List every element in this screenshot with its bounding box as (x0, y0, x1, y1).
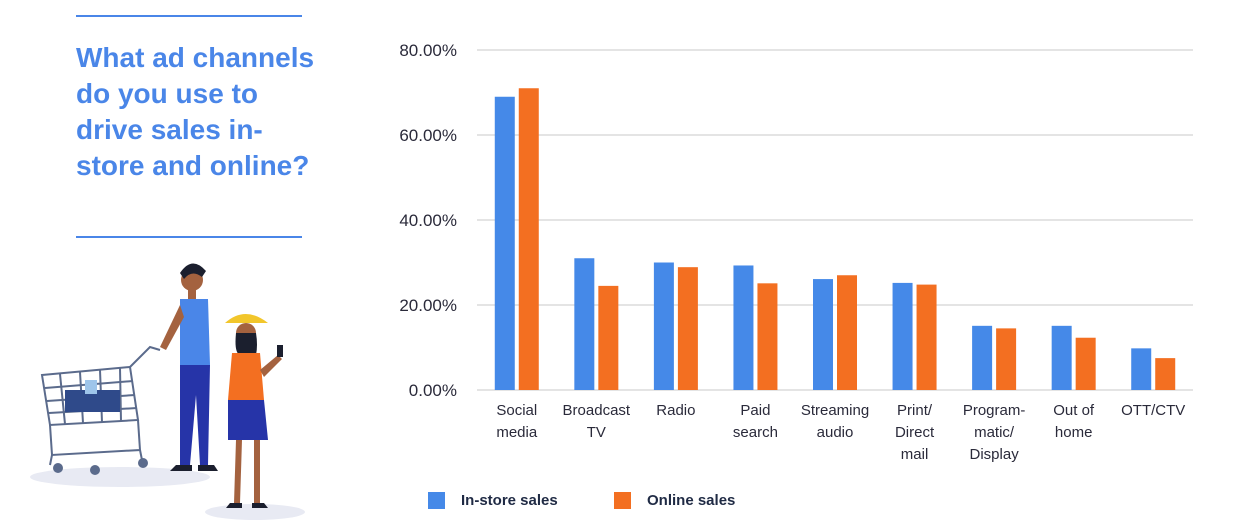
x-tick-label: Streaming (801, 402, 869, 419)
bar-online (996, 328, 1017, 390)
bar-online (837, 275, 857, 390)
x-tick-label: OTT/CTV (1121, 402, 1185, 419)
y-tick-label: 20.00% (399, 296, 457, 315)
legend-label-in-store: In-store sales (461, 492, 558, 509)
x-tick-label: Broadcast (563, 402, 631, 419)
x-tick-label: Paid (740, 402, 770, 419)
bar-in-store (494, 96, 515, 390)
x-tick-label: Radio (656, 402, 695, 419)
x-tick-label: media (496, 424, 538, 441)
legend-item-online: Online sales (614, 492, 735, 509)
x-tick-label: mail (901, 446, 929, 463)
headline: What ad channels do you use to drive sal… (76, 42, 315, 181)
bar-in-store (1051, 325, 1072, 390)
bar-in-store (574, 258, 595, 390)
bar-online (757, 283, 778, 390)
headline-rule-top (76, 15, 302, 17)
x-tick-label: Print/ (897, 402, 933, 419)
y-tick-label: 40.00% (399, 211, 457, 230)
bar-online (1155, 358, 1176, 390)
y-tick-label: 60.00% (399, 126, 457, 145)
x-tick-label: TV (587, 424, 606, 441)
bar-in-store (1131, 348, 1152, 390)
x-tick-label: search (733, 424, 778, 441)
headline-rule-bottom (76, 236, 302, 238)
bar-in-store (733, 265, 754, 390)
x-tick-label: Social (496, 402, 537, 419)
bar-online (1075, 337, 1096, 390)
x-tick-label: home (1055, 424, 1093, 441)
legend-swatch-online (614, 492, 631, 509)
x-tick-label: Direct (895, 424, 935, 441)
bar-in-store (892, 282, 913, 390)
bar-in-store (813, 279, 833, 390)
x-tick-label: Display (970, 446, 1020, 463)
x-tick-label: audio (817, 424, 854, 441)
x-tick-label: Program- (963, 402, 1026, 419)
bar-online (598, 285, 619, 390)
legend-label-online: Online sales (647, 492, 736, 509)
legend-swatch-in-store (428, 492, 445, 509)
y-tick-label: 0.00% (409, 381, 457, 400)
x-tick-label: matic/ (974, 424, 1015, 441)
bar-online (677, 267, 698, 390)
bar-in-store (972, 325, 993, 390)
bar-online (916, 284, 937, 390)
x-tick-label: Out of (1053, 402, 1095, 419)
bar-in-store (653, 262, 674, 390)
bar-online (518, 88, 539, 390)
y-tick-label: 80.00% (399, 41, 457, 60)
shopper-illustration (30, 263, 305, 520)
legend-item-in-store: In-store sales (428, 492, 558, 509)
